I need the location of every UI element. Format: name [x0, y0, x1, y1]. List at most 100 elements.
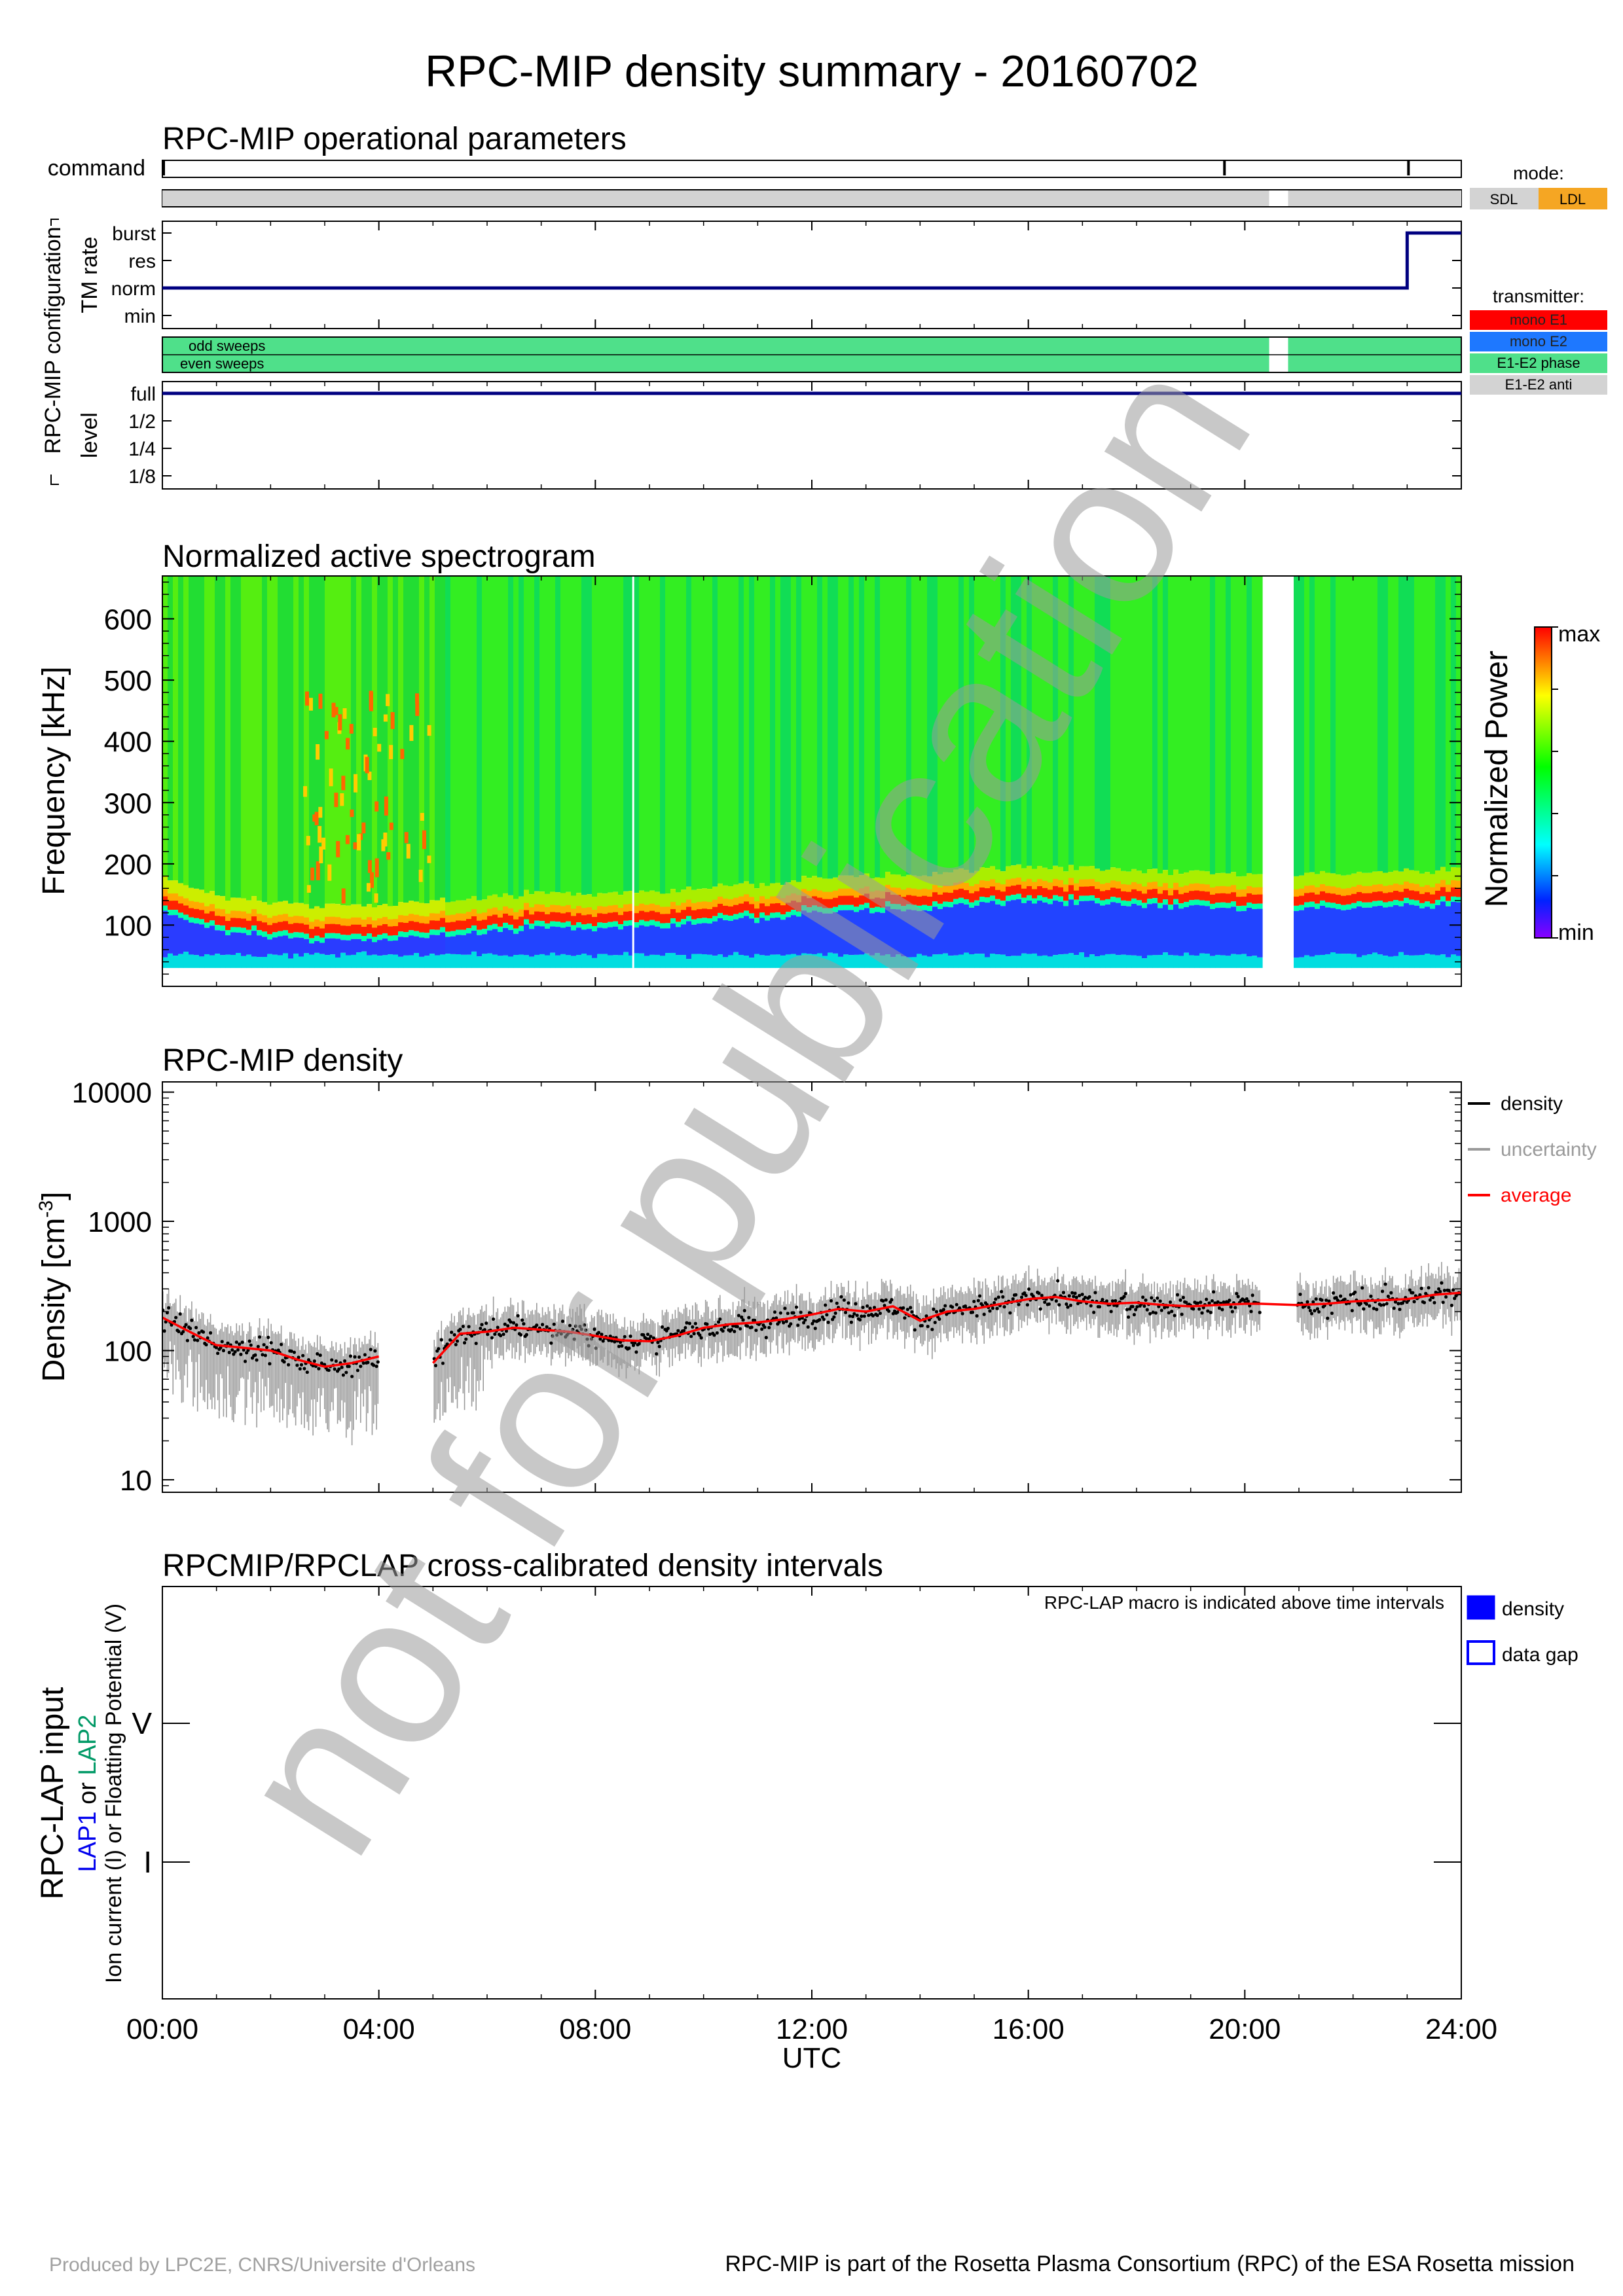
spec-band — [702, 901, 708, 910]
spec-band — [1372, 884, 1378, 893]
spec-band — [1252, 887, 1258, 895]
spec-band — [922, 955, 928, 968]
spec-band — [335, 933, 341, 939]
density-point — [568, 1323, 572, 1327]
spec-band — [1105, 882, 1111, 891]
density-point — [571, 1327, 575, 1331]
spec-band — [655, 912, 661, 922]
spec-band — [267, 939, 273, 954]
spec-band — [712, 916, 718, 922]
spec-band — [1142, 903, 1148, 908]
density-point — [1212, 1290, 1216, 1294]
spec-band — [1315, 903, 1321, 909]
spec-band — [1042, 888, 1048, 897]
spec-band — [828, 899, 833, 908]
spec-band — [576, 927, 582, 956]
spec-band — [602, 954, 608, 968]
spec-band — [471, 951, 477, 968]
spec-band — [230, 910, 236, 919]
spec-band — [1252, 874, 1258, 889]
spec-column — [697, 576, 702, 889]
spec-band — [168, 953, 173, 968]
density-point — [868, 1306, 872, 1310]
spec-band — [351, 933, 357, 939]
spec-band — [1377, 900, 1383, 906]
spec-band — [1006, 866, 1012, 881]
spec-band — [1430, 903, 1436, 909]
spec-column — [712, 576, 718, 887]
spec-column — [178, 576, 184, 884]
spec-band — [241, 956, 247, 968]
spec-band — [388, 941, 393, 955]
density-point — [1154, 1311, 1158, 1315]
spec-band — [1252, 956, 1258, 968]
spec-band — [513, 919, 519, 929]
spec-band — [1220, 907, 1226, 956]
spec-band — [1357, 957, 1362, 968]
density-point — [1025, 1302, 1029, 1307]
spec-band — [251, 931, 257, 957]
spec-band — [1341, 888, 1347, 897]
spec-band — [859, 888, 865, 897]
spec-band — [414, 953, 420, 968]
density-point — [1089, 1304, 1093, 1308]
spec-band — [267, 905, 273, 920]
spec-band — [168, 910, 173, 916]
spec-band — [210, 920, 215, 926]
density-point — [585, 1337, 589, 1341]
spec-band — [372, 954, 378, 968]
spec-band — [1294, 905, 1300, 911]
spec-band — [838, 875, 844, 890]
density-point — [705, 1322, 709, 1326]
spec-band — [361, 941, 367, 952]
spec-band — [775, 895, 781, 904]
spec-column — [765, 576, 771, 886]
spec-band — [230, 918, 236, 927]
spec-band — [833, 953, 839, 968]
spec-band — [325, 955, 331, 968]
density-point — [1440, 1281, 1444, 1285]
spec-band — [979, 954, 985, 968]
spec-band — [1362, 886, 1368, 894]
density-point — [1142, 1304, 1146, 1308]
spec-band — [828, 891, 833, 900]
spec-band — [691, 889, 697, 905]
spec-band — [513, 912, 519, 920]
density-point — [896, 1310, 900, 1314]
spec-band — [225, 930, 231, 936]
spec-column — [199, 576, 205, 890]
spec-band — [1446, 906, 1451, 958]
spec-column — [1294, 576, 1300, 876]
spec-band — [1210, 894, 1216, 904]
spec-band — [534, 925, 540, 955]
density-point — [708, 1332, 712, 1336]
spec-column — [1158, 576, 1163, 874]
spec-band — [409, 921, 414, 931]
spec-band — [503, 922, 509, 928]
spec-column — [906, 576, 912, 875]
density-point — [579, 1327, 583, 1331]
spec-band — [1414, 905, 1420, 956]
spec-column — [278, 576, 283, 902]
spec-burst — [306, 885, 311, 893]
density-point — [1178, 1298, 1182, 1302]
spec-band — [189, 901, 194, 909]
spec-column — [466, 576, 472, 899]
spec-band — [1430, 954, 1436, 968]
spec-band — [995, 954, 1001, 968]
spec-band — [293, 903, 299, 918]
density-point — [729, 1327, 733, 1332]
spec-band — [948, 902, 954, 908]
density-point — [747, 1316, 751, 1319]
spec-burst — [341, 776, 346, 791]
spec-band — [440, 910, 446, 919]
density-point — [1235, 1291, 1239, 1296]
spec-band — [833, 912, 839, 954]
density-point — [764, 1336, 768, 1340]
spec-band — [461, 900, 467, 915]
spec-band — [754, 954, 760, 968]
density-point — [1150, 1296, 1154, 1300]
density-point — [825, 1313, 829, 1317]
density-point — [1210, 1299, 1214, 1303]
density-point — [1151, 1310, 1155, 1314]
